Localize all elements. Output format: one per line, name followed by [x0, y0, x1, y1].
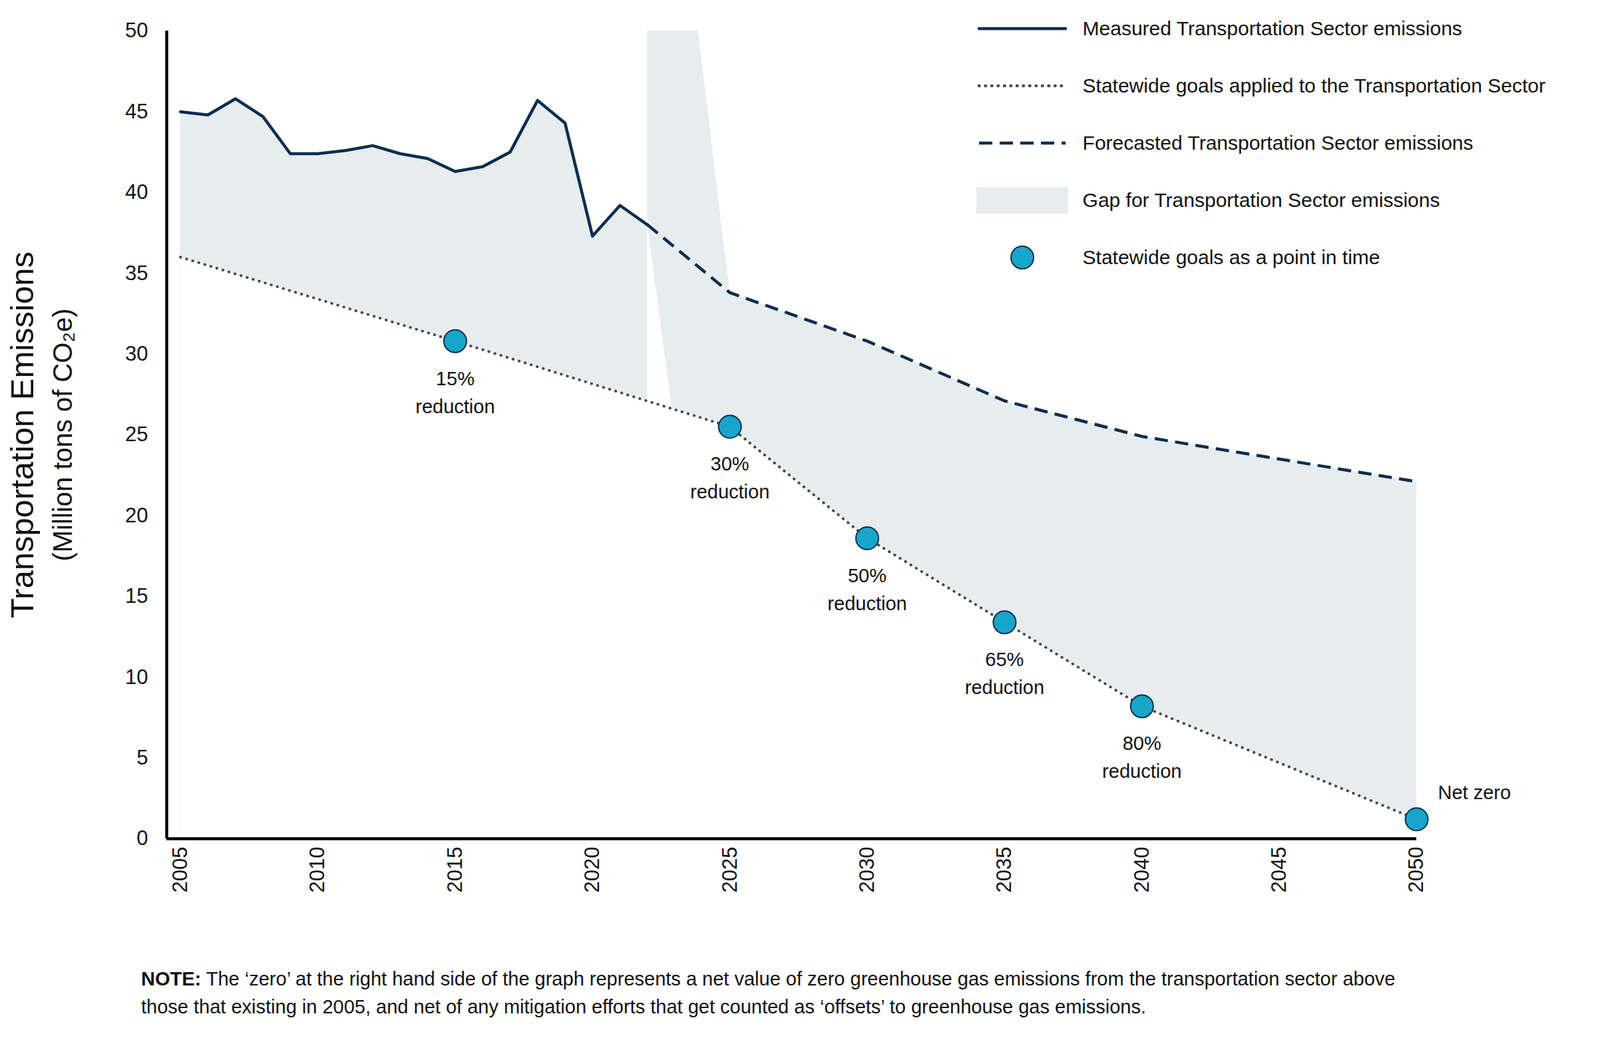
svg-text:40: 40	[125, 180, 148, 204]
svg-text:2015: 2015	[443, 847, 467, 894]
svg-text:30: 30	[125, 342, 148, 366]
html-text:NOTE: The ‘zero’ at the right: NOTE: The ‘zero’ at the right hand side …	[141, 968, 1396, 1018]
html-text:Measured Transportation Sector: Measured Transportation Sector emissions	[1082, 17, 1463, 40]
svg-text:(Million tons of CO₂e): (Million tons of CO₂e)	[47, 308, 78, 562]
svg-text:65%reduction: 65%reduction	[965, 648, 1045, 699]
svg-text:15: 15	[125, 584, 148, 608]
svg-text:25: 25	[125, 422, 148, 446]
svg-text:2010: 2010	[305, 847, 329, 894]
svg-text:2040: 2040	[1130, 847, 1154, 894]
svg-text:20: 20	[125, 503, 148, 528]
svg-text:5: 5	[136, 746, 148, 770]
svg-text:2005: 2005	[168, 847, 192, 894]
svg-text:2020: 2020	[580, 847, 604, 894]
html-text:Statewide goals as a point in: Statewide goals as a point in time	[1082, 246, 1381, 269]
svg-text:Transportation Emissions: Transportation Emissions	[3, 251, 40, 619]
svg-text:2035: 2035	[992, 847, 1016, 894]
svg-text:2025: 2025	[718, 847, 742, 894]
svg-text:Net zero: Net zero	[1438, 782, 1512, 804]
svg-text:2030: 2030	[855, 847, 879, 894]
svg-text:2045: 2045	[1267, 847, 1291, 894]
svg-text:35: 35	[125, 261, 148, 285]
svg-text:50: 50	[125, 18, 148, 42]
html-text:Gap for Transportation Sector: Gap for Transportation Sector emissions	[1082, 189, 1440, 211]
svg-text:15%reduction: 15%reduction	[415, 368, 495, 418]
svg-text:50%reduction: 50%reduction	[827, 565, 907, 615]
svg-text:10: 10	[125, 665, 148, 689]
html-text:Forecasted Transportation Sect: Forecasted Transportation Sector emissio…	[1082, 131, 1474, 154]
svg-text:45: 45	[125, 99, 148, 124]
svg-text:80%reduction: 80%reduction	[1102, 732, 1182, 783]
svg-text:2050: 2050	[1404, 847, 1428, 894]
svg-text:0: 0	[136, 826, 148, 850]
svg-text:30%reduction: 30%reduction	[690, 453, 770, 503]
html-text:Statewide goals applied to the: Statewide goals applied to the Transport…	[1082, 74, 1546, 97]
